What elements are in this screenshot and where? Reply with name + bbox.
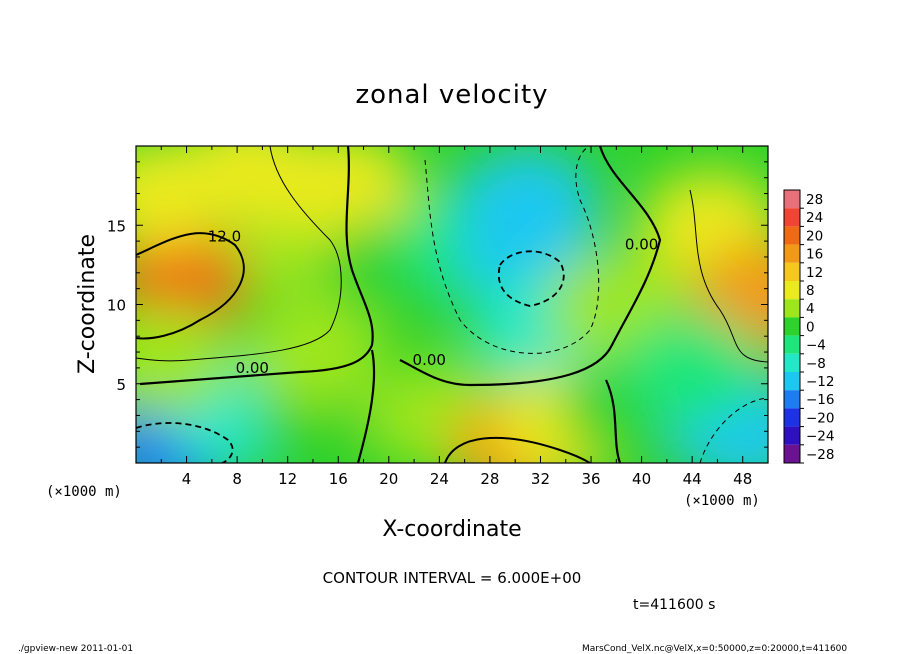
zero-contour-left	[139, 146, 374, 386]
colorbar-label: −4	[806, 338, 826, 354]
y-tick-label: 10	[107, 297, 126, 315]
x-tick-label: 12	[278, 470, 297, 488]
contour-interval-text: CONTOUR INTERVAL = 6.000E+00	[323, 569, 582, 587]
colorbar-label: −20	[806, 410, 835, 426]
contour-label-0: 12.0	[208, 227, 241, 245]
y-tick-label: 5	[116, 376, 126, 394]
neg-contour-outer	[424, 146, 600, 354]
contour-labels: 12.0 0.00 0.00 0.00	[208, 227, 659, 377]
colorbar: 28 24 20 16 12 8 4 0 −4 −8 −12 −16 −20 −24 −28	[783, 189, 835, 464]
colorbar-swatch	[784, 426, 800, 445]
thin-contour-right	[689, 189, 768, 363]
colorbar-swatch	[784, 226, 800, 245]
x-axis-label: X-coordinate	[382, 517, 521, 542]
contour-label-2: 0.00	[413, 351, 446, 369]
colorbar-swatch	[784, 408, 800, 427]
colorbar-swatch	[784, 208, 800, 227]
colorbar-label: 8	[806, 283, 815, 299]
contour-lines	[136, 146, 768, 463]
footer-left-info: ./gpview-new 2011-01-01	[18, 644, 133, 654]
twelve-contour-bottom	[444, 436, 591, 463]
colorbar-label: −24	[806, 429, 835, 445]
colorbar-label: 0	[806, 319, 815, 335]
twelve-contour	[136, 232, 245, 340]
x-tick-label: 44	[683, 470, 702, 488]
colorbar-swatch	[784, 390, 800, 409]
y-axis-label: Z-coordinate	[75, 234, 100, 374]
zero-contour-right	[399, 146, 662, 387]
colorbar-swatch	[784, 335, 800, 354]
velocity-field	[136, 146, 768, 463]
colorbar-swatch	[784, 317, 800, 336]
footer-right-info: MarsCond_VelX.nc@VelX,x=0:50000,z=0:2000…	[582, 644, 847, 654]
colorbar-swatch	[784, 299, 800, 318]
colorbar-swatch	[784, 281, 800, 300]
colorbar-label: −12	[806, 374, 835, 390]
field-region-8	[457, 146, 598, 257]
colorbar-label: −16	[806, 392, 835, 408]
x-tick-label: 20	[379, 470, 398, 488]
contour-label-3: 0.00	[625, 235, 658, 253]
colorbar-label: 28	[806, 192, 823, 208]
zero-contour-bottom	[356, 349, 376, 463]
colorbar-label: 16	[806, 247, 823, 263]
colorbar-label: 24	[806, 210, 823, 226]
field-region-22	[242, 297, 383, 408]
neg-contour-center	[497, 250, 565, 307]
x-tick-label: 40	[632, 470, 651, 488]
colorbar-swatch	[784, 190, 800, 209]
field-region-4	[274, 146, 415, 241]
x-tick-label: 36	[581, 470, 600, 488]
x-tick-label: 32	[531, 470, 550, 488]
contour-label-1: 0.00	[236, 359, 269, 377]
x-tick-label: 48	[733, 470, 752, 488]
colorbar-swatch	[784, 244, 800, 263]
field-region-21	[622, 312, 763, 423]
y-axis-ticks: 5 10 15	[107, 161, 768, 448]
x-axis-ticks: 4 8 12 16 20 24 28 32 36 40 44 48	[160, 146, 769, 488]
colorbar-swatch	[784, 444, 800, 463]
neg-contour-right	[699, 397, 768, 463]
x-tick-label: 28	[480, 470, 499, 488]
x-unit-label: (×1000 m)	[46, 484, 122, 500]
thin-contour-upperleft	[136, 146, 342, 362]
colorbar-swatch	[784, 372, 800, 391]
x-tick-label: 16	[329, 470, 348, 488]
x-tick-label: 4	[182, 470, 192, 488]
colorbar-label: 4	[806, 301, 815, 317]
colorbar-label: 12	[806, 265, 823, 281]
y-tick-label: 15	[107, 217, 126, 235]
colorbar-label: 20	[806, 228, 823, 244]
y-unit-label: (×1000 m)	[684, 493, 760, 509]
colorbar-label: −28	[806, 447, 835, 463]
x-tick-label: 8	[232, 470, 242, 488]
chart-title: zonal velocity	[355, 80, 548, 110]
neg-contour-lowerleft	[136, 422, 234, 463]
x-tick-label: 24	[430, 470, 449, 488]
colorbar-swatch	[784, 262, 800, 281]
colorbar-swatch	[784, 353, 800, 372]
colorbar-label: −8	[806, 356, 826, 372]
time-label: t=411600 s	[633, 597, 715, 613]
zero-contour-lower	[605, 379, 622, 463]
colorbar-frame	[783, 189, 801, 464]
